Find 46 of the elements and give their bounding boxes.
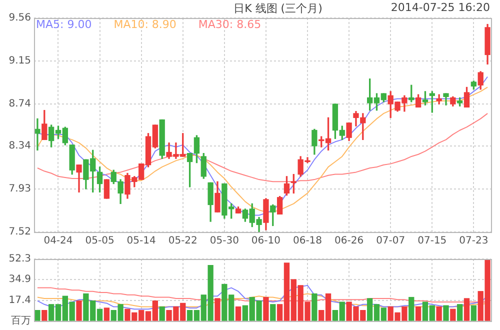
x-tick-label: 05-30 bbox=[210, 236, 239, 247]
chart-subtitle: 2014-07-25 16:20 bbox=[390, 1, 490, 14]
chart-title: 日K 线图 (三个月) bbox=[234, 2, 322, 15]
x-tick-label: 06-10 bbox=[251, 236, 280, 247]
y-tick-label: 17.4 bbox=[8, 294, 31, 306]
bar bbox=[450, 308, 456, 321]
text: MA10: 8.90 bbox=[114, 18, 176, 31]
x-tick-label: 05-05 bbox=[85, 236, 114, 247]
x-tick-label: 07-23 bbox=[459, 236, 488, 247]
y-tick-label: 9.15 bbox=[8, 56, 31, 67]
x-tick-label: 06-26 bbox=[334, 236, 364, 247]
text: MA30: 8.65 bbox=[198, 18, 262, 31]
x-tick-label: 04-24 bbox=[44, 236, 73, 247]
y-tick-label: 9.56 bbox=[8, 12, 31, 24]
candlestick bbox=[34, 118, 40, 151]
bar bbox=[270, 304, 276, 321]
bar bbox=[457, 304, 463, 321]
x-tick-label: 06-18 bbox=[292, 236, 322, 247]
y-tick-label: 34.9 bbox=[8, 274, 31, 286]
y-tick-label: 7.93 bbox=[8, 184, 31, 195]
y-tick-label: 7.52 bbox=[8, 226, 31, 238]
y-tick-label: 百万 bbox=[11, 316, 31, 327]
text: MA5: 9.00 bbox=[36, 18, 92, 31]
bar bbox=[159, 306, 165, 321]
y-tick-label: 8.34 bbox=[8, 140, 31, 152]
bar bbox=[104, 308, 110, 321]
bar bbox=[42, 310, 48, 321]
bar bbox=[76, 300, 82, 321]
x-tick-label: 05-22 bbox=[168, 236, 198, 247]
bar bbox=[436, 306, 442, 321]
bar bbox=[470, 305, 477, 321]
y-tick-label: 52.3 bbox=[8, 254, 31, 265]
x-tick-label: 05-14 bbox=[126, 236, 156, 247]
y-tick-label: 8.74 bbox=[8, 98, 31, 110]
bar bbox=[464, 298, 470, 321]
x-tick-label: 07-15 bbox=[418, 236, 447, 247]
bar bbox=[263, 296, 269, 321]
bar bbox=[312, 293, 318, 321]
bar bbox=[34, 310, 40, 321]
x-tick-label: 07-07 bbox=[376, 236, 406, 247]
bar bbox=[443, 305, 449, 321]
bar bbox=[415, 306, 422, 321]
bar bbox=[408, 296, 414, 321]
bar bbox=[235, 306, 242, 321]
bar bbox=[214, 298, 220, 321]
candlestick bbox=[436, 94, 442, 104]
